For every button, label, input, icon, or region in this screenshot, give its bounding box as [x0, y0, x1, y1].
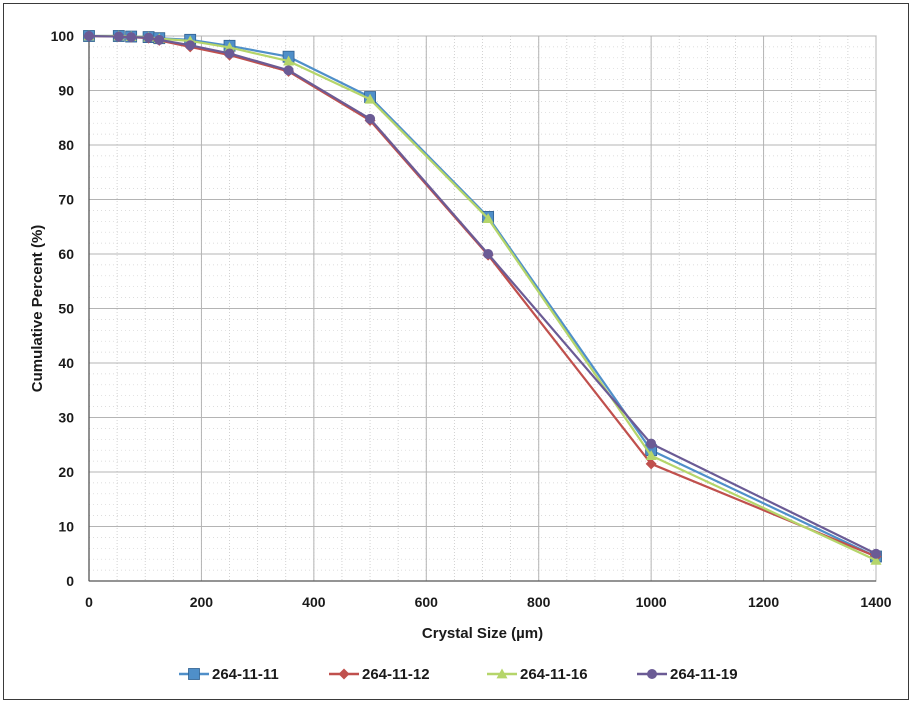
series-layer	[83, 30, 882, 565]
y-tick-label: 80	[58, 137, 74, 153]
y-tick-label: 0	[66, 573, 74, 589]
axis-layer: 0 200 400 600 800 1000 1200 1400 0 10 20 30 40 50 60 70…	[51, 28, 892, 610]
data-point	[113, 31, 124, 42]
data-point	[646, 438, 657, 449]
legend-label: 264-11-19	[670, 666, 738, 683]
legend: 264-11-11 264-11-12 264-11-16 264-11-19	[179, 666, 738, 683]
legend-item-264-11-11: 264-11-11	[179, 666, 279, 683]
y-axis-title: Cumulative Percent (%)	[29, 225, 46, 393]
data-point	[870, 554, 882, 565]
data-point	[365, 113, 376, 124]
data-point	[364, 93, 376, 104]
data-point	[871, 548, 881, 559]
y-tick-label: 40	[58, 355, 74, 371]
x-axis-title: Crystal Size (µm)	[422, 625, 543, 642]
legend-swatch-marker	[338, 668, 350, 680]
x-tick-label: 1000	[636, 594, 667, 610]
y-tick-label: 10	[58, 519, 74, 535]
legend-swatch-marker	[647, 669, 657, 679]
x-tick-label: 200	[190, 594, 214, 610]
x-tick-label: 1400	[860, 594, 891, 610]
legend-label: 264-11-11	[212, 666, 279, 683]
legend-item-264-11-16: 264-11-16	[487, 666, 588, 683]
legend-swatch-marker	[496, 668, 508, 679]
y-tick-label: 50	[58, 301, 74, 317]
x-tick-label: 800	[527, 594, 551, 610]
legend-swatch-marker	[188, 668, 200, 680]
x-tick-label: 400	[302, 594, 326, 610]
data-point	[126, 32, 137, 43]
data-point	[283, 55, 295, 66]
data-point	[185, 40, 196, 51]
legend-item-264-11-12: 264-11-12	[329, 666, 430, 683]
x-tick-label: 0	[85, 594, 93, 610]
legend-label: 264-11-12	[362, 666, 430, 683]
legend-item-264-11-19: 264-11-19	[637, 666, 738, 683]
grid-layer	[88, 35, 877, 582]
data-point	[645, 450, 657, 461]
data-point	[143, 32, 154, 43]
x-tick-label: 1200	[748, 594, 779, 610]
y-tick-label: 30	[58, 410, 74, 426]
data-point	[283, 65, 294, 76]
data-point	[84, 31, 94, 41]
series-264-11-19	[84, 31, 881, 559]
chart-frame: 0 200 400 600 800 1000 1200 1400 0 10 20 30 40 50 60 70…	[3, 3, 909, 700]
y-tick-label: 70	[58, 192, 74, 208]
x-tick-label: 600	[415, 594, 439, 610]
legend-label: 264-11-16	[520, 666, 588, 683]
data-point	[645, 458, 657, 470]
y-tick-label: 60	[58, 246, 74, 262]
y-tick-label: 90	[58, 83, 74, 99]
data-point	[483, 249, 494, 259]
data-point	[482, 213, 494, 223]
data-point	[224, 48, 235, 59]
line-chart: 0 200 400 600 800 1000 1200 1400 0 10 20 30 40 50 60 70…	[29, 28, 892, 683]
y-tick-label: 100	[51, 28, 75, 44]
y-tick-label: 20	[58, 464, 74, 480]
data-point	[154, 34, 165, 45]
